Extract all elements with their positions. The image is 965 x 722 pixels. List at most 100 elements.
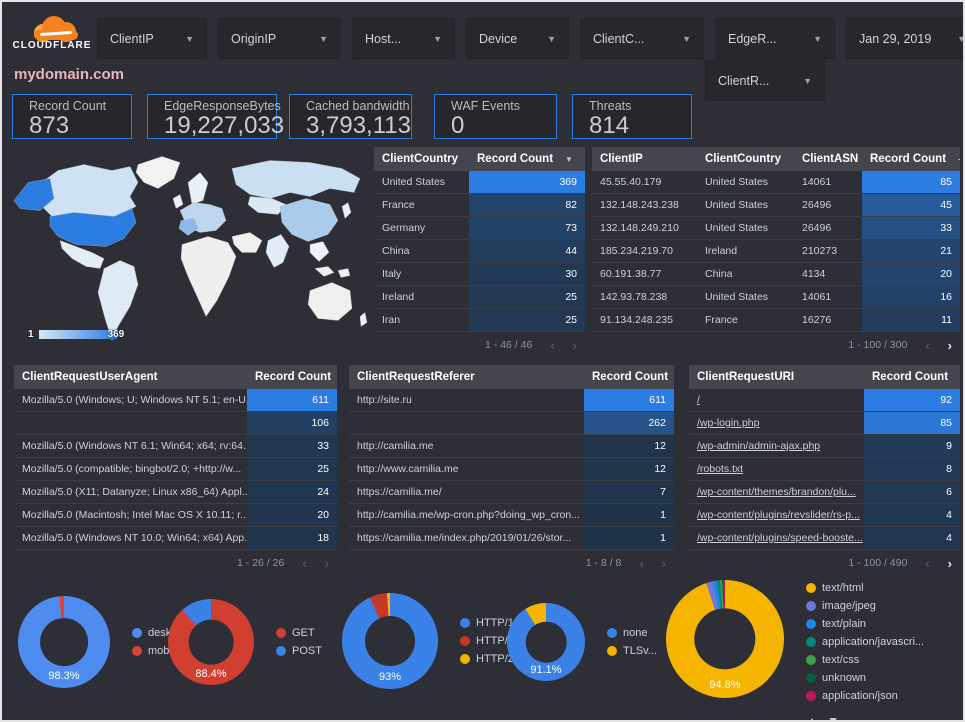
table-row[interactable]: Mozilla/5.0 (Windows NT 6.1; Win64; x64;… [14, 435, 337, 458]
table-row[interactable]: 132.148.243.238 United States 26496 45 [592, 194, 960, 217]
pie-request-method[interactable]: 88.4% [168, 599, 254, 685]
cell[interactable]: /wp-content/plugins/speed-booste... [697, 532, 863, 544]
column-header-clientrequestuseragent[interactable]: ClientRequestUserAgent [22, 371, 158, 383]
cell: 14061 [802, 176, 832, 188]
table-row[interactable]: http://www.camilia.me 12 [349, 458, 674, 481]
table-row[interactable]: Italy 30 [374, 263, 585, 286]
chevron-down-icon: ▼ [185, 33, 194, 44]
pagination-next-icon[interactable]: › [947, 337, 952, 353]
table-row[interactable]: / 92 [689, 389, 960, 412]
column-header-record-count[interactable]: Record Count– [862, 153, 960, 165]
table-row[interactable]: http://camilia.me 12 [349, 435, 674, 458]
scorecard-label: WAF Events [451, 99, 520, 113]
column-header-clientrequestreferer[interactable]: ClientRequestReferer [357, 371, 475, 383]
table-row[interactable]: United States 369 [374, 171, 585, 194]
record-count-cell: 92 [864, 389, 960, 411]
record-count-cell: 82 [469, 194, 585, 216]
table-row[interactable]: Mozilla/5.0 (X11; Datanyze; Linux x86_64… [14, 481, 337, 504]
cell: United States [705, 176, 769, 188]
column-header-clientasn[interactable]: ClientASN [802, 153, 859, 165]
column-header-record-count[interactable]: Record Count▼ [584, 371, 674, 383]
pagination-next-icon[interactable]: › [947, 555, 952, 571]
table-row[interactable]: Germany 73 [374, 217, 585, 240]
table-row[interactable]: /wp-content/plugins/speed-booste... 4 [689, 527, 960, 550]
table-row[interactable]: 45.55.40.179 United States 14061 85 [592, 171, 960, 194]
filter-originip[interactable]: OriginIP ▼ [218, 18, 341, 59]
table-row[interactable]: http://camilia.me/wp-cron.php?doing_wp_c… [349, 504, 674, 527]
legend-color-dot [806, 655, 816, 665]
table-row[interactable]: Mozilla/5.0 (Windows; U; Windows NT 5.1;… [14, 389, 337, 412]
table-row[interactable]: /wp-login.php 85 [689, 412, 960, 435]
column-header-clientcountry[interactable]: ClientCountry [382, 153, 459, 165]
filter-label: Host... [365, 31, 402, 46]
table-row[interactable]: http://site.ru 611 [349, 389, 674, 412]
pie-http-protocol[interactable]: 93% [342, 593, 438, 689]
filter-edger[interactable]: EdgeR... ▼ [715, 18, 835, 59]
cell[interactable]: /wp-content/themes/brandon/plu... [697, 486, 856, 498]
table-row[interactable]: 91.134.248.235 France 16276 11 [592, 309, 960, 332]
table-row[interactable]: China 44 [374, 240, 585, 263]
table-row[interactable]: 185.234.219.70 Ireland 210273 21 [592, 240, 960, 263]
record-count-cell: 12 [584, 458, 674, 480]
record-count-cell: 262 [584, 412, 674, 434]
column-header-clientip[interactable]: ClientIP [600, 153, 643, 165]
table-row[interactable]: Ireland 25 [374, 286, 585, 309]
table-header: ClientRequestURI Record Count– [689, 365, 960, 389]
table-row[interactable]: Mozilla/5.0 (Macintosh; Intel Mac OS X 1… [14, 504, 337, 527]
table-row[interactable]: 132.148.249.210 United States 26496 33 [592, 217, 960, 240]
table-row[interactable]: /wp-admin/admin-ajax.php 9 [689, 435, 960, 458]
legend-color-dot [806, 673, 816, 683]
table-referer: ClientRequestReferer Record Count▼ http://… [349, 365, 674, 576]
world-map[interactable] [10, 145, 372, 352]
cell[interactable]: / [697, 394, 700, 406]
filter-jan-29-2019[interactable]: Jan 29, 2019 ▼ [846, 18, 963, 59]
filter-host[interactable]: Host... ▼ [352, 18, 455, 59]
cell[interactable]: /robots.txt [697, 463, 744, 475]
map-scale-min: 1 [28, 329, 34, 340]
scorecard-record-count: Record Count 873 [12, 94, 132, 139]
table-row[interactable]: 262 [349, 412, 674, 435]
filter-device[interactable]: Device ▼ [466, 18, 569, 59]
cell: 26496 [802, 222, 832, 234]
table-row[interactable]: Iran 25 [374, 309, 585, 332]
legend-color-dot [132, 628, 142, 638]
legend-color-dot [806, 601, 816, 611]
scorecard-value: 3,793,113 [306, 112, 411, 139]
table-row[interactable]: https://camilia.me/7 [349, 481, 674, 504]
pie-tls-version[interactable]: 91.1% [507, 603, 585, 681]
pagination-prev-icon: ‹ [925, 555, 930, 571]
column-header-clientcountry[interactable]: ClientCountry [705, 153, 782, 165]
cell: Italy [382, 268, 402, 280]
filter-clientrequest[interactable]: ClientR... ▼ [705, 60, 825, 101]
cell[interactable]: /wp-login.php [697, 417, 760, 429]
table-row[interactable]: https://camilia.me/index.php/2019/01/26/… [349, 527, 674, 550]
legend-scroll-arrows[interactable]: ▲ ▼ [806, 714, 843, 722]
filter-clientc[interactable]: ClientC... ▼ [580, 18, 704, 59]
table-row[interactable]: /wp-content/plugins/revslider/rs-p... 4 [689, 504, 960, 527]
record-count-cell: 33 [247, 435, 337, 457]
pie-content-type[interactable]: 94.8% [666, 580, 784, 698]
legend-label: none [623, 627, 648, 639]
cell: http://camilia.me/wp-cron.php?doing_wp_c… [357, 509, 580, 521]
table-row[interactable]: /robots.txt 8 [689, 458, 960, 481]
table-header: ClientCountry Record Count ▼ [374, 147, 585, 171]
scorecard-label: Record Count [29, 99, 107, 113]
column-header-record-count[interactable]: Record Count▼ [469, 153, 585, 165]
cell[interactable]: /wp-admin/admin-ajax.php [697, 440, 821, 452]
cell[interactable]: /wp-content/plugins/revslider/rs-p... [697, 509, 860, 521]
scorecard-waf-events: WAF Events 0 [434, 94, 557, 139]
table-row[interactable]: France 82 [374, 194, 585, 217]
pie-device-type[interactable]: 98.3% [18, 596, 110, 688]
table-row[interactable]: 106 [14, 412, 337, 435]
column-header-record-count[interactable]: Record Count▼ [247, 371, 337, 383]
table-row[interactable]: 142.93.78.238 United States 14061 16 [592, 286, 960, 309]
world-map-panel: 1 369 [10, 145, 372, 352]
column-header-record-count[interactable]: Record Count– [864, 371, 960, 383]
table-row[interactable]: 60.191.38.77 China 4134 20 [592, 263, 960, 286]
column-header-clientrequesturi[interactable]: ClientRequestURI [697, 371, 795, 383]
table-row[interactable]: /wp-content/themes/brandon/plu... 6 [689, 481, 960, 504]
table-row[interactable]: Mozilla/5.0 (Windows NT 10.0; Win64; x64… [14, 527, 337, 550]
record-count-cell: 85 [864, 412, 960, 434]
table-row[interactable]: Mozilla/5.0 (compatible; bingbot/2.0; +h… [14, 458, 337, 481]
filter-clientip[interactable]: ClientIP ▼ [97, 18, 207, 59]
